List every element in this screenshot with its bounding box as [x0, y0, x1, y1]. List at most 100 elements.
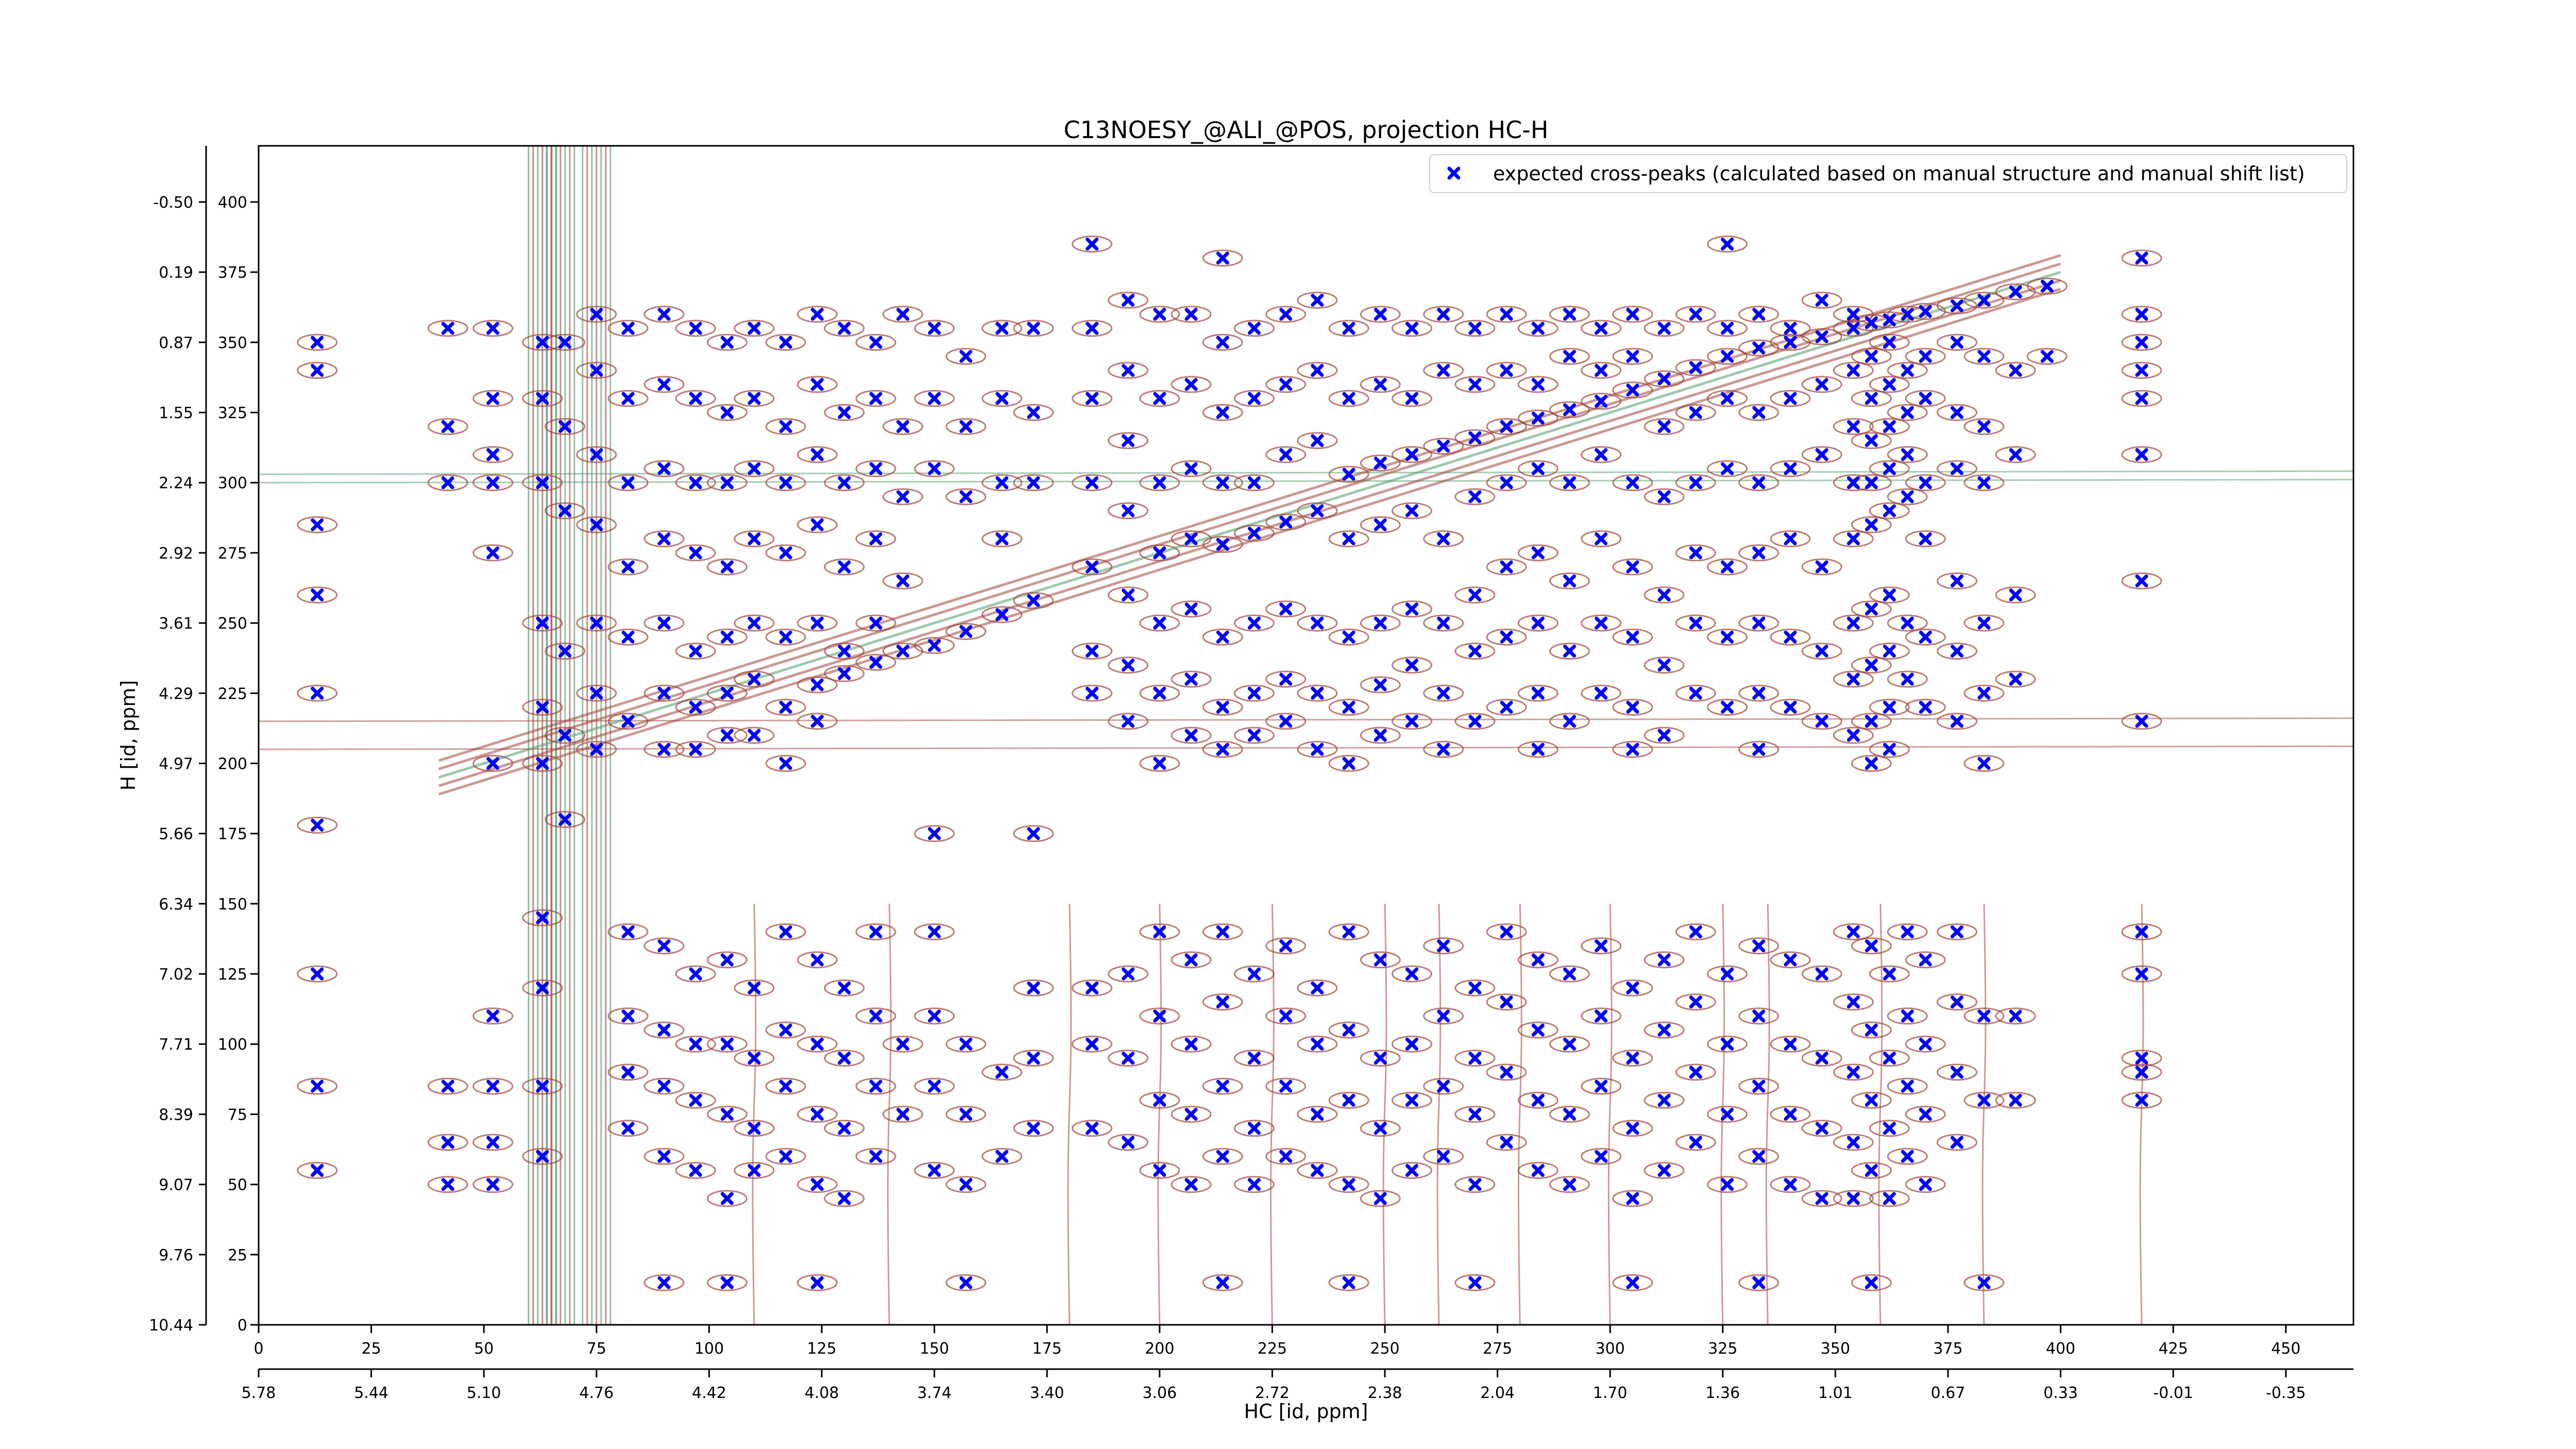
peak-contour [1423, 437, 1464, 455]
peak-contour [1072, 319, 1113, 337]
cross-peak [558, 729, 572, 742]
x-tick-label-id: 225 [1258, 1340, 1287, 1358]
cross-peak [1216, 701, 1229, 714]
cross-peak [1027, 594, 1040, 608]
cross-peak [838, 645, 851, 658]
peak-contour [1869, 586, 1910, 604]
cross-peak [558, 335, 572, 349]
peak-contour [1108, 586, 1149, 604]
peak-contour [576, 740, 617, 758]
cross-peak [590, 364, 603, 377]
cross-peak [1500, 1066, 1513, 1079]
peak-contour [1675, 1134, 1716, 1151]
peak-contour [1905, 1176, 1946, 1193]
cross-peak [1901, 308, 1914, 321]
peak-contour [1013, 979, 1054, 997]
peak-contour [1707, 319, 1748, 337]
peak-contour [1770, 699, 1811, 716]
peak-contour [914, 390, 955, 407]
peak-contour [1233, 727, 1275, 744]
cross-peak [486, 546, 500, 560]
cross-peak [689, 392, 702, 405]
cross-peak [1342, 322, 1355, 335]
peak-contour [1328, 1021, 1369, 1039]
cross-peak [1184, 1107, 1198, 1121]
cross-peak [1437, 308, 1450, 321]
peak-contour [1423, 1148, 1464, 1165]
expected-cross-peaks [311, 238, 2148, 1289]
peak-contour [1108, 1049, 1149, 1067]
cross-peak [1342, 1093, 1355, 1107]
cross-peak [1657, 588, 1671, 602]
cross-peak [1468, 1178, 1482, 1191]
cross-peak [959, 490, 973, 503]
peak-contour [297, 333, 338, 351]
cross-peak [1883, 462, 1896, 475]
peak-contour [472, 1007, 514, 1025]
cross-peak [720, 630, 734, 644]
peak-contour [1423, 362, 1464, 379]
cross-peak [689, 645, 702, 658]
cross-peak [1531, 743, 1545, 756]
peak-contour [1202, 333, 1243, 351]
cross-peak [1919, 532, 1932, 546]
x-tick-label-ppm: 4.76 [579, 1384, 614, 1402]
peak-contour [297, 1077, 338, 1095]
cross-peak [1086, 392, 1099, 405]
peak-contour [1887, 670, 1928, 688]
cross-peak [2009, 285, 2022, 298]
cross-peak [869, 925, 883, 938]
peak-contour [1643, 1091, 1685, 1109]
cross-peak [1626, 630, 1639, 644]
cross-peak [810, 448, 824, 461]
peak-contour [1833, 1190, 1874, 1207]
x-tick-label-ppm: 0.33 [2043, 1384, 2078, 1402]
y-tick-label-id: 200 [218, 755, 247, 773]
peak-contour [1139, 1161, 1180, 1179]
x-tick-label-id: 175 [1032, 1340, 1062, 1358]
peak-contour [1202, 1077, 1243, 1095]
peak-contour [1937, 572, 1978, 589]
y-tick-label-ppm: 7.71 [159, 1036, 193, 1054]
peak-contour [1265, 937, 1307, 955]
peak-contour [1581, 393, 1622, 410]
peak-contour [734, 614, 775, 632]
peak-contour [1937, 404, 1978, 422]
cross-peak [1531, 546, 1545, 560]
cross-peak [995, 1150, 1009, 1163]
cross-peak [1374, 457, 1387, 470]
peak-contour [1391, 390, 1432, 407]
peak-contour [1072, 390, 1113, 407]
peak-contour [1937, 297, 1978, 315]
cross-peak [1153, 476, 1166, 490]
peak-contour [981, 530, 1023, 548]
cross-peak [1784, 701, 1797, 714]
peak-contour [1391, 1161, 1432, 1179]
cross-peak [1595, 1150, 1608, 1163]
peak-contour [2121, 306, 2162, 323]
cross-peak [1184, 462, 1198, 475]
peak-contour [945, 348, 987, 365]
peak-contour [1905, 1105, 1946, 1123]
cross-peak [1247, 1178, 1261, 1191]
peak-contour [1612, 699, 1653, 716]
peak-contour [824, 1190, 865, 1207]
cross-peak [1122, 659, 1135, 672]
peak-contour [1612, 979, 1653, 997]
cross-peak [1374, 308, 1387, 321]
peak-contour [855, 614, 896, 632]
vertical-contour-streak [1607, 903, 1613, 1325]
peak-contour [1963, 684, 2005, 702]
cross-peak [1405, 715, 1418, 728]
peak-contour [472, 754, 514, 772]
cross-peak [2135, 335, 2148, 349]
peak-contour [2121, 713, 2162, 730]
cross-peak [1784, 1037, 1797, 1051]
cross-peak [1883, 701, 1896, 714]
cross-peak [1184, 378, 1198, 391]
peak-contour [1869, 699, 1910, 716]
cross-peak [1500, 630, 1513, 644]
peak-contour [1072, 1035, 1113, 1053]
x-tick-label-id: 400 [2046, 1340, 2075, 1358]
cross-peak [896, 420, 909, 433]
